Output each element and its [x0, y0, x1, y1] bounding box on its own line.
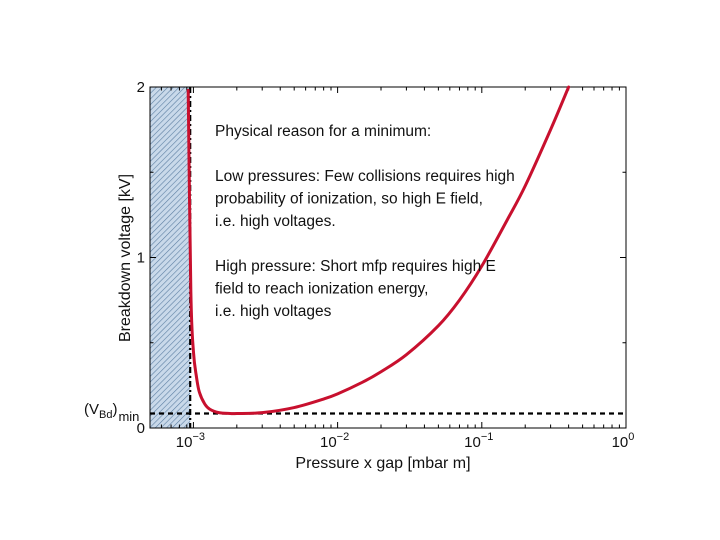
vbd-min-label-min: min [118, 409, 139, 424]
vbd-min-label-sub: Bd [99, 409, 112, 421]
vbd-min-label-main: (V [84, 401, 99, 418]
x-tick-label: 100 [612, 431, 635, 451]
annotation-text-block: Physical reason for a minimum: Low pressu… [215, 123, 515, 320]
vbd-min-label-close: ) [112, 401, 117, 418]
annotation-line: High pressure: Short mfp requires high E [215, 258, 496, 275]
y-axis-title: Breakdown voltage [kV] [117, 174, 134, 342]
shaded-region [150, 87, 191, 428]
x-tick-label: 10−2 [320, 431, 349, 451]
vbd-min-label: (VBd)min [84, 401, 139, 424]
annotation-line: Low pressures: Few collisions requires h… [215, 168, 515, 185]
y-tick-label: 1 [137, 250, 145, 267]
annotation-line: probability of ionization, so high E fie… [215, 191, 483, 208]
series-line-breakdown-curve [186, 85, 571, 416]
x-axis-title: Pressure x gap [mbar m] [295, 455, 470, 472]
annotation-line: field to reach ionization energy, [215, 281, 428, 298]
x-tick-label: 10−1 [464, 431, 493, 451]
annotation-line: i.e. high voltages. [215, 213, 336, 230]
y-tick-label: 0 [137, 420, 145, 437]
annotation-line: i.e. high voltages [215, 303, 332, 320]
x-tick-label: 10−3 [176, 431, 205, 451]
y-tick-label: 2 [137, 79, 145, 96]
annotation-line: Physical reason for a minimum: [215, 123, 431, 140]
